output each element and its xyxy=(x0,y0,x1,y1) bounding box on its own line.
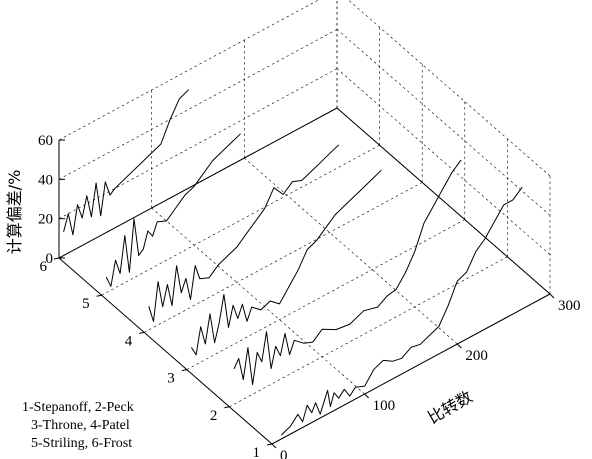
y-tick-label: 2 xyxy=(210,408,218,424)
z-tick-labels: 0 20 40 60 xyxy=(38,133,65,267)
x-tick-mark xyxy=(271,443,277,449)
y-axis-line xyxy=(58,257,273,445)
axis-edges xyxy=(58,107,551,445)
z-tick-label: 0 xyxy=(46,251,54,267)
y-tick-labels: 1 2 3 4 5 6 xyxy=(40,257,273,459)
floor-gridline-y xyxy=(229,256,508,408)
back-wall-gridline-z xyxy=(58,0,320,141)
floor-gridline-y xyxy=(101,144,380,296)
floor-gridline-x xyxy=(151,207,365,395)
y-tick-label: 1 xyxy=(253,445,261,459)
series-line-striling xyxy=(105,133,241,287)
box-edge xyxy=(336,107,551,295)
x-tick-label: 100 xyxy=(373,398,396,414)
x-tick-mark xyxy=(456,343,462,349)
side-wall-gridline-z xyxy=(347,0,551,177)
x-tick-label: 200 xyxy=(465,348,488,364)
legend-line-3: 5-Striling, 6-Frost xyxy=(31,436,132,451)
back-wall-gridline-z xyxy=(58,68,338,219)
y-tick-label: 6 xyxy=(40,259,48,275)
z-axis-label: 计算偏差/% xyxy=(5,170,24,255)
y-tick-mark xyxy=(224,406,230,409)
back-wall-gridline-z xyxy=(58,29,338,180)
x-axis-label: 比转数 xyxy=(425,387,476,427)
floor-gridline-x xyxy=(244,157,458,345)
side-wall-gridline-z xyxy=(336,68,551,255)
series-line-peck xyxy=(233,159,462,385)
series-line-stepanoff xyxy=(280,186,523,436)
y-tick-mark xyxy=(53,257,60,260)
z-tick-label: 20 xyxy=(38,212,53,228)
x-axis-line xyxy=(271,293,551,445)
z-tick-label: 60 xyxy=(38,133,53,149)
legend-line-1: 1-Stepanoff, 2-Peck xyxy=(22,400,134,415)
box-edge xyxy=(58,107,338,259)
y-tick-label: 4 xyxy=(125,333,133,349)
y-tick-label: 5 xyxy=(82,296,90,312)
y-tick-label: 3 xyxy=(167,371,175,387)
legend: 1-Stepanoff, 2-Peck 3-Throne, 4-Patel 5-… xyxy=(22,400,134,451)
x-tick-mark xyxy=(364,393,370,399)
y-tick-mark xyxy=(181,369,187,372)
floor-gridline-y xyxy=(186,219,465,370)
x-tick-label: 300 xyxy=(558,298,581,314)
y-tick-mark xyxy=(139,331,145,334)
x-tick-mark xyxy=(549,293,555,299)
series-line-frost xyxy=(63,89,190,236)
series-line-patel xyxy=(148,144,340,322)
legend-line-2: 3-Throne, 4-Patel xyxy=(31,418,130,433)
series-line-throne xyxy=(190,169,382,356)
y-tick-mark xyxy=(266,443,273,446)
z-tick-label: 40 xyxy=(38,172,53,188)
grid-lines xyxy=(58,0,551,445)
floor-gridline-y xyxy=(144,182,423,333)
y-tick-mark xyxy=(96,294,102,297)
series-lines xyxy=(63,89,523,436)
x-tick-label: 0 xyxy=(280,448,288,459)
x-tick-labels: 0 100 200 300 xyxy=(271,293,581,459)
